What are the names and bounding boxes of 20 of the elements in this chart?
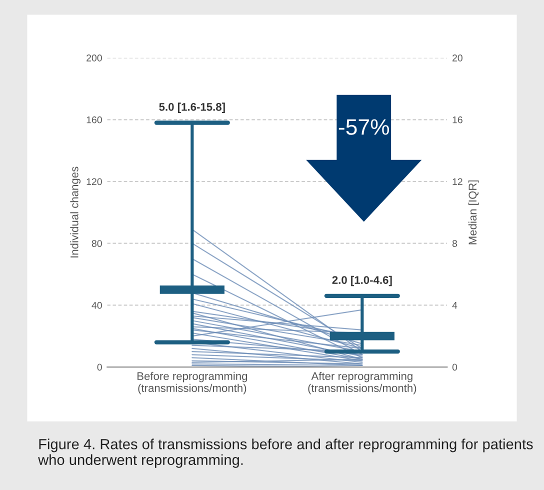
y2-tick-label: 20 <box>452 54 462 62</box>
y2-tick-label: 4 <box>452 302 458 309</box>
y2-tick-label: 16 <box>452 116 462 124</box>
caption: Figure 4. Rates of transmissions before and after reprogramming for patients who underwent reprogramming. <box>38 438 533 468</box>
y-tick-label: 120 <box>86 178 102 186</box>
annotation: 5.0 [1.6-15.8] <box>159 102 225 114</box>
y2-tick-label: 12 <box>452 178 462 186</box>
y-tick-label: 80 <box>92 240 102 247</box>
y2-tick-label: 8 <box>452 240 458 247</box>
y2-axis-title: Median [IQR] <box>468 180 479 244</box>
x-tick-label: After reprogramming (transmissions/month) <box>308 372 416 394</box>
y-tick-label: 0 <box>97 364 102 371</box>
y-tick-label: 200 <box>86 54 102 62</box>
y-tick-label: 40 <box>92 302 102 309</box>
y2-tick-label: 0 <box>452 364 458 371</box>
annotation: 2.0 [1.0-4.6] <box>332 276 392 286</box>
x-tick-label: Before reprogramming (transmissions/month) <box>138 372 248 394</box>
y-axis-title: Individual changes <box>70 166 81 258</box>
y-tick-label: 160 <box>86 116 102 124</box>
annotation: -57% <box>338 119 390 135</box>
